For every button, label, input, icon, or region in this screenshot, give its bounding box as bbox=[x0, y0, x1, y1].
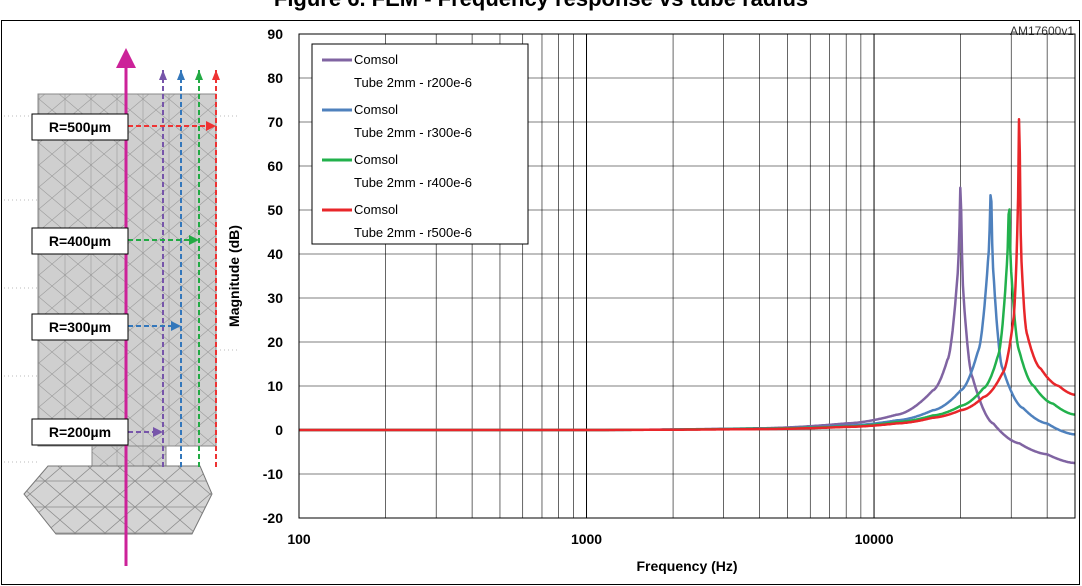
y-tick-label: 60 bbox=[267, 158, 283, 174]
radius-label-500: R=500µm bbox=[31, 113, 129, 141]
x-tick-label: 1000 bbox=[571, 531, 602, 547]
x-axis-label: Frequency (Hz) bbox=[636, 558, 737, 574]
radius-label-300: R=300µm bbox=[31, 313, 129, 341]
plot-border bbox=[298, 33, 1076, 519]
y-tick-label: 20 bbox=[267, 334, 283, 350]
y-tick-label: 80 bbox=[267, 70, 283, 86]
legend-entry-line1: Comsol bbox=[354, 102, 398, 117]
x-tick-label: 100 bbox=[287, 531, 311, 547]
svg-text:R=200µm: R=200µm bbox=[49, 424, 111, 440]
x-tick-label: 10000 bbox=[855, 531, 894, 547]
r300-arrowhead bbox=[177, 70, 185, 80]
radius-label-400: R=400µm bbox=[31, 227, 129, 255]
y-tick-label: 40 bbox=[267, 246, 283, 262]
y-tick-label: -10 bbox=[263, 466, 283, 482]
r400-arrow-tip bbox=[189, 235, 199, 245]
fem-tube-diagram: R=500µm R=400µm R=300µm R=200µm bbox=[4, 48, 238, 566]
y-tick-label: 10 bbox=[267, 378, 283, 394]
y-tick-label: 70 bbox=[267, 114, 283, 130]
y-axis-label: Magnitude (dB) bbox=[226, 225, 242, 327]
legend-entry-line2: Tube 2mm - r500e-6 bbox=[354, 225, 472, 240]
series-line-3 bbox=[298, 117, 1076, 432]
r400-arrowhead bbox=[195, 70, 203, 80]
chart-series bbox=[298, 117, 1076, 465]
legend-entry-line2: Tube 2mm - r400e-6 bbox=[354, 175, 472, 190]
axis-arrowhead bbox=[116, 48, 136, 68]
svg-text:R=400µm: R=400µm bbox=[49, 233, 111, 249]
r500-arrowhead bbox=[212, 70, 220, 80]
y-tick-label: 90 bbox=[267, 26, 283, 42]
r500-arrow-tip bbox=[206, 121, 216, 131]
r300-arrow-tip bbox=[171, 321, 181, 331]
legend-entry-line1: Comsol bbox=[354, 52, 398, 67]
legend-entry-line2: Tube 2mm - r300e-6 bbox=[354, 125, 472, 140]
radius-label-200: R=200µm bbox=[31, 418, 129, 446]
svg-text:R=500µm: R=500µm bbox=[49, 119, 111, 135]
chart-legend: Comsol Tube 2mm - r200e-6 Comsol Tube 2mm -… bbox=[311, 43, 529, 245]
y-tick-label: 0 bbox=[275, 422, 283, 438]
y-tick-label: 50 bbox=[267, 202, 283, 218]
legend-entry-line2: Tube 2mm - r200e-6 bbox=[354, 75, 472, 90]
legend-entry-line1: Comsol bbox=[354, 152, 398, 167]
legend-entry-line1: Comsol bbox=[354, 202, 398, 217]
y-tick-labels: -20 -10 0 10 20 30 40 50 60 70 80 90 bbox=[263, 26, 283, 526]
figure-title: Figure 6. FEM - Frequency response vs tu… bbox=[0, 0, 1082, 12]
x-tick-labels: 100 1000 10000 bbox=[287, 531, 893, 547]
svg-text:R=300µm: R=300µm bbox=[49, 319, 111, 335]
r200-arrowhead bbox=[159, 70, 167, 80]
r200-arrow-tip bbox=[153, 427, 163, 437]
y-tick-label: -20 bbox=[263, 510, 283, 526]
y-tick-label: 30 bbox=[267, 290, 283, 306]
